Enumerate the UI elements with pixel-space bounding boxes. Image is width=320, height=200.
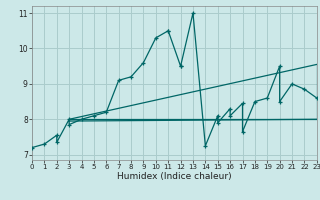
- X-axis label: Humidex (Indice chaleur): Humidex (Indice chaleur): [117, 172, 232, 181]
